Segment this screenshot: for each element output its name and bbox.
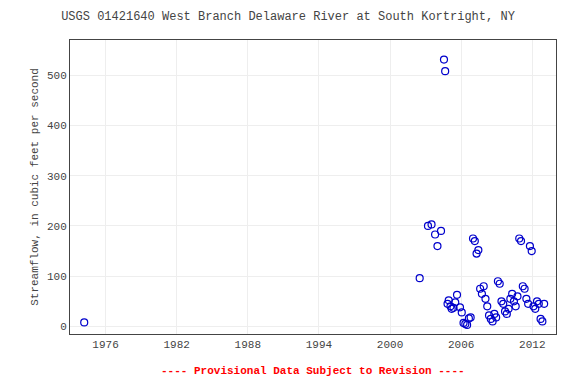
svg-text:1982: 1982 <box>163 339 189 351</box>
svg-text:500: 500 <box>47 70 67 82</box>
svg-text:0: 0 <box>60 321 67 333</box>
svg-text:2012: 2012 <box>519 339 545 351</box>
svg-text:---- Provisional Data Subject: ---- Provisional Data Subject to Revisio… <box>161 365 465 377</box>
svg-text:2006: 2006 <box>448 339 474 351</box>
svg-text:100: 100 <box>47 271 67 283</box>
svg-text:Streamflow, in cubic feet per: Streamflow, in cubic feet per second <box>29 68 41 306</box>
svg-text:1994: 1994 <box>306 339 333 351</box>
svg-text:400: 400 <box>47 120 67 132</box>
svg-text:1988: 1988 <box>235 339 261 351</box>
svg-text:300: 300 <box>47 171 67 183</box>
svg-text:1976: 1976 <box>92 339 118 351</box>
svg-text:USGS 01421640 West Branch Dela: USGS 01421640 West Branch Delaware River… <box>61 10 515 24</box>
svg-text:2000: 2000 <box>377 339 403 351</box>
svg-text:200: 200 <box>47 221 67 233</box>
